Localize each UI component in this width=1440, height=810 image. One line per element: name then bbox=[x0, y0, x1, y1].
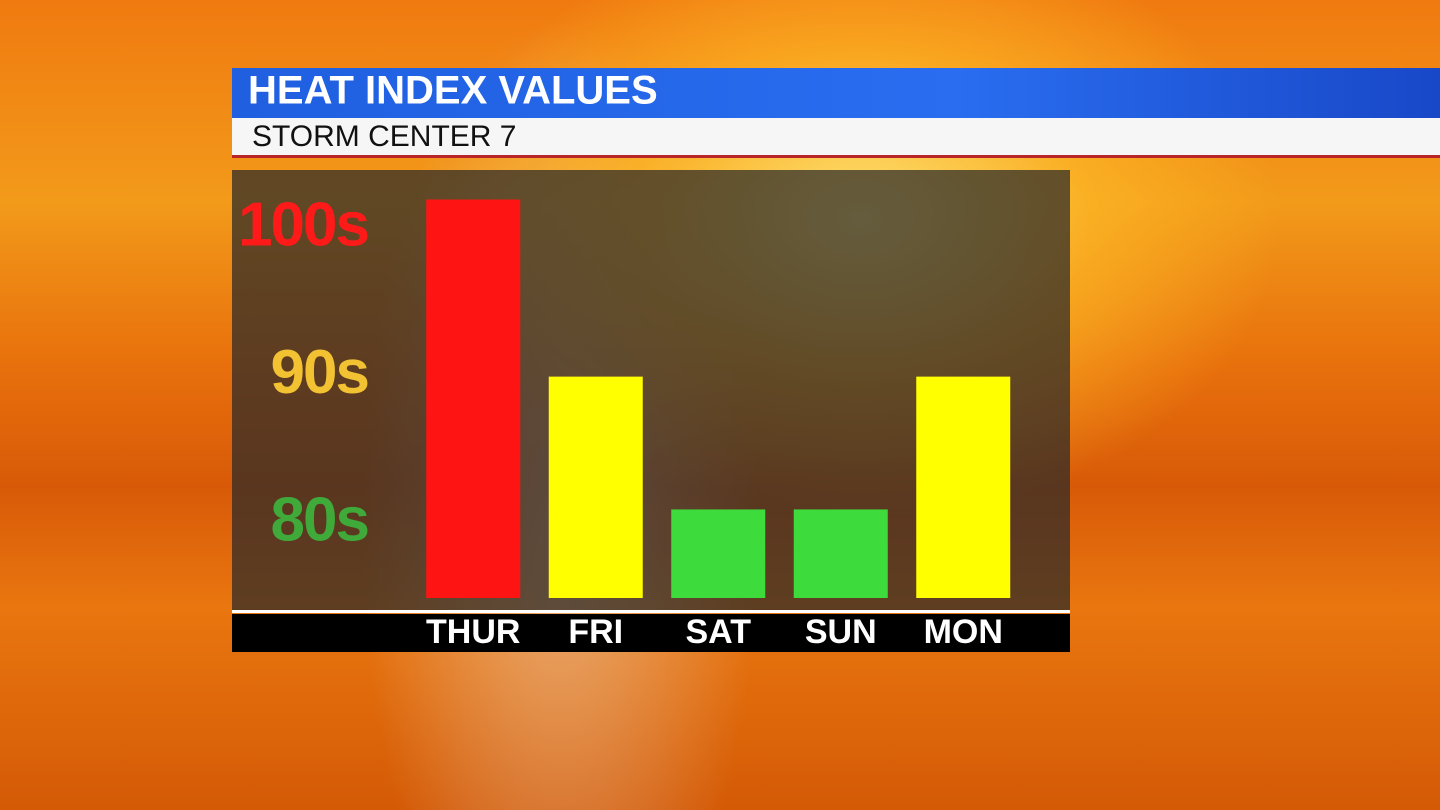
chart-subtitle: STORM CENTER 7 bbox=[252, 120, 516, 153]
baseline bbox=[232, 610, 1070, 613]
y-tick-label: 80s bbox=[271, 486, 368, 555]
x-tick-label: THUR bbox=[426, 613, 520, 651]
bar bbox=[671, 509, 766, 598]
title-bar bbox=[232, 68, 1440, 118]
bar bbox=[916, 376, 1011, 598]
bar bbox=[426, 199, 521, 598]
x-tick-label: SAT bbox=[686, 613, 752, 651]
bar bbox=[548, 376, 643, 598]
x-tick-label: FRI bbox=[568, 613, 623, 651]
category-strip bbox=[232, 614, 1070, 652]
subtitle-rule bbox=[232, 155, 1440, 158]
y-tick-label: 90s bbox=[271, 338, 368, 407]
subtitle-bar bbox=[232, 118, 1440, 157]
bar bbox=[793, 509, 888, 598]
x-tick-label: MON bbox=[924, 613, 1003, 651]
y-tick-label: 100s bbox=[238, 190, 368, 259]
chart-title: HEAT INDEX VALUES bbox=[248, 69, 658, 113]
x-tick-label: SUN bbox=[805, 613, 877, 651]
